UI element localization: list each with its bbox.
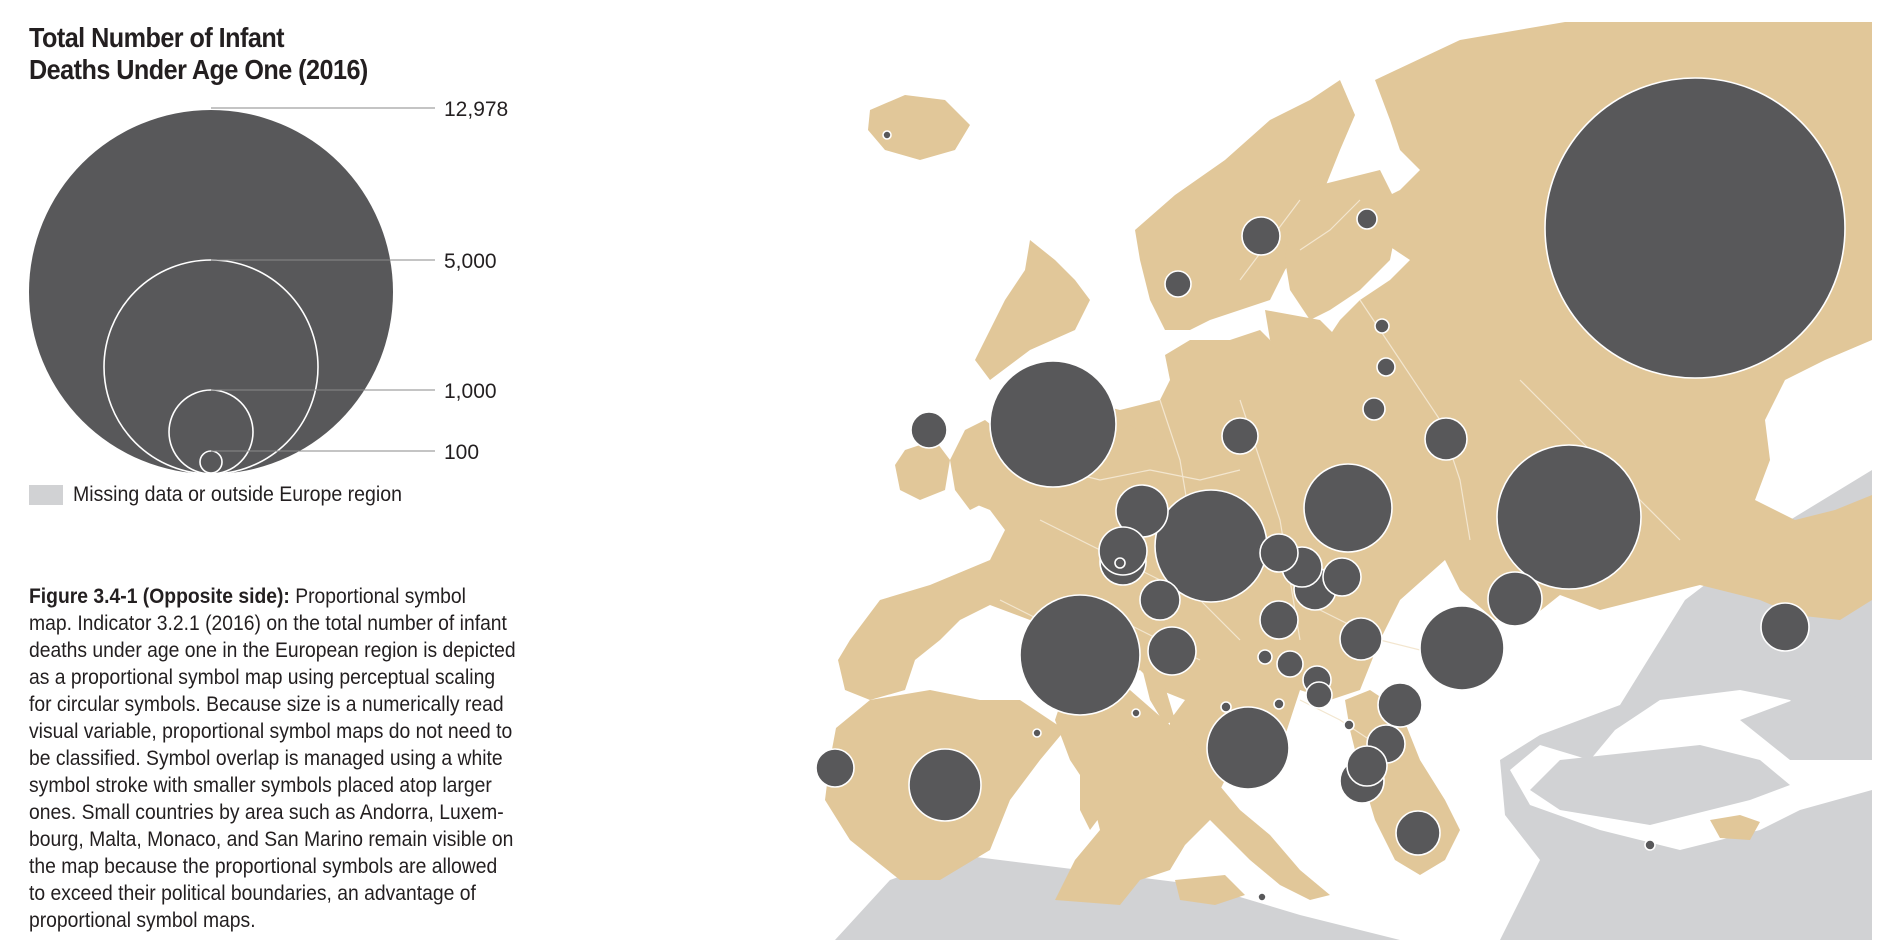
missing-data-swatch <box>29 485 63 505</box>
symbol-circle <box>1019 594 1141 716</box>
missing-data-legend: Missing data or outside Europe region <box>29 482 427 508</box>
symbol-circle <box>1377 682 1423 728</box>
symbol-circle <box>1164 270 1192 298</box>
legend-value-12978: 12,978 <box>444 98 508 121</box>
legend-scale: 12,978 5,000 1,000 100 <box>29 98 508 475</box>
symbol-circle <box>908 748 982 822</box>
symbol-circle <box>1322 557 1362 597</box>
symbol-circle <box>1760 602 1810 652</box>
legend-value-5000: 5,000 <box>444 250 497 273</box>
symbol-circle <box>989 360 1117 488</box>
symbol-circle <box>1303 463 1393 553</box>
symbol-circle <box>1257 649 1273 665</box>
symbol-circle <box>1305 681 1333 709</box>
missing-data-label: Missing data or outside Europe region <box>73 483 402 506</box>
symbol-circle <box>1343 719 1355 731</box>
symbol-circle <box>1496 444 1642 590</box>
symbol-circle <box>1032 728 1042 738</box>
symbol-circle <box>1374 318 1390 334</box>
symbol-circle <box>1339 617 1383 661</box>
symbol-circle <box>1376 357 1396 377</box>
symbol-circle <box>1206 706 1290 790</box>
symbol-circle <box>1147 626 1197 676</box>
figure-caption: Figure 3.4-1 (Opposite side): Proportion… <box>29 583 544 934</box>
symbol-circle <box>1276 650 1304 678</box>
symbol-circle <box>910 411 948 449</box>
legend-panel: Total Number of Infant Deaths Under Age … <box>0 0 620 940</box>
proportional-symbols <box>815 77 1846 902</box>
symbol-circle <box>1544 77 1846 379</box>
caption-body: Proportional symbol map. Indicator 3.2.1… <box>29 585 516 932</box>
symbol-circle <box>1114 557 1126 569</box>
symbol-circle <box>1259 533 1299 573</box>
symbol-circle <box>1424 417 1468 461</box>
symbol-circle <box>1356 208 1378 230</box>
symbol-circle <box>1362 397 1386 421</box>
legend-title: Total Number of Infant Deaths Under Age … <box>29 22 368 86</box>
caption-lead: Figure 3.4-1 (Opposite side): <box>29 585 290 608</box>
legend-title-line-1: Total Number of Infant <box>29 22 285 53</box>
legend-value-100: 100 <box>444 441 479 464</box>
symbol-circle <box>1419 605 1505 691</box>
symbol-circle <box>1644 839 1656 851</box>
symbol-circle <box>1487 571 1543 627</box>
symbol-circle <box>1259 600 1299 640</box>
symbol-circle <box>1241 216 1281 256</box>
symbol-circle <box>882 130 892 140</box>
symbol-circle <box>1220 701 1232 713</box>
legend-circle-12978 <box>29 110 393 474</box>
symbol-circle <box>1131 708 1141 718</box>
europe-map <box>815 22 1872 940</box>
symbol-circle <box>1139 579 1181 621</box>
symbol-circle <box>1273 698 1285 710</box>
symbol-circle <box>1257 892 1267 902</box>
symbol-circle <box>1221 417 1259 455</box>
legend-value-1000: 1,000 <box>444 380 497 403</box>
symbol-circle <box>1346 745 1388 787</box>
legend-title-line-2: Deaths Under Age One (2016) <box>29 54 368 85</box>
symbol-circle <box>1395 810 1441 856</box>
symbol-circle <box>815 748 855 788</box>
symbol-circle <box>1098 526 1148 576</box>
